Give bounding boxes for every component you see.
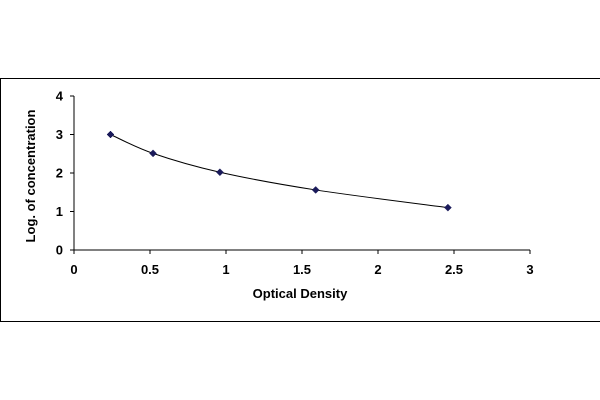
x-tick-label: 1 bbox=[222, 262, 229, 277]
trendline bbox=[110, 134, 448, 209]
y-axis-title: Log. of concentration bbox=[23, 110, 38, 243]
x-tick-label: 3 bbox=[526, 262, 533, 277]
x-tick-label: 1.5 bbox=[293, 262, 311, 277]
x-tick-label: 0.5 bbox=[141, 262, 159, 277]
x-tick-label: 2.5 bbox=[445, 262, 463, 277]
data-point bbox=[149, 149, 157, 158]
y-tick-label: 2 bbox=[56, 166, 63, 181]
data-point bbox=[216, 168, 224, 177]
trendline-group bbox=[110, 134, 448, 209]
x-axis-title: Optical Density bbox=[253, 286, 348, 301]
data-point bbox=[106, 130, 115, 139]
points-group bbox=[106, 130, 452, 212]
x-tick-label: 0 bbox=[70, 262, 77, 277]
data-point bbox=[311, 186, 320, 194]
axes bbox=[73, 96, 530, 251]
ticks: 0 0.5 1 1.5 2 2.5 3 0 1 2 3 4 bbox=[56, 89, 534, 278]
y-tick-label: 3 bbox=[56, 127, 63, 142]
chart-frame bbox=[0, 78, 600, 322]
x-tick-label: 2 bbox=[374, 262, 381, 277]
y-tick-label: 0 bbox=[56, 243, 63, 258]
data-point bbox=[444, 203, 452, 212]
y-tick-label: 1 bbox=[56, 204, 63, 219]
y-tick-label: 4 bbox=[56, 89, 64, 104]
